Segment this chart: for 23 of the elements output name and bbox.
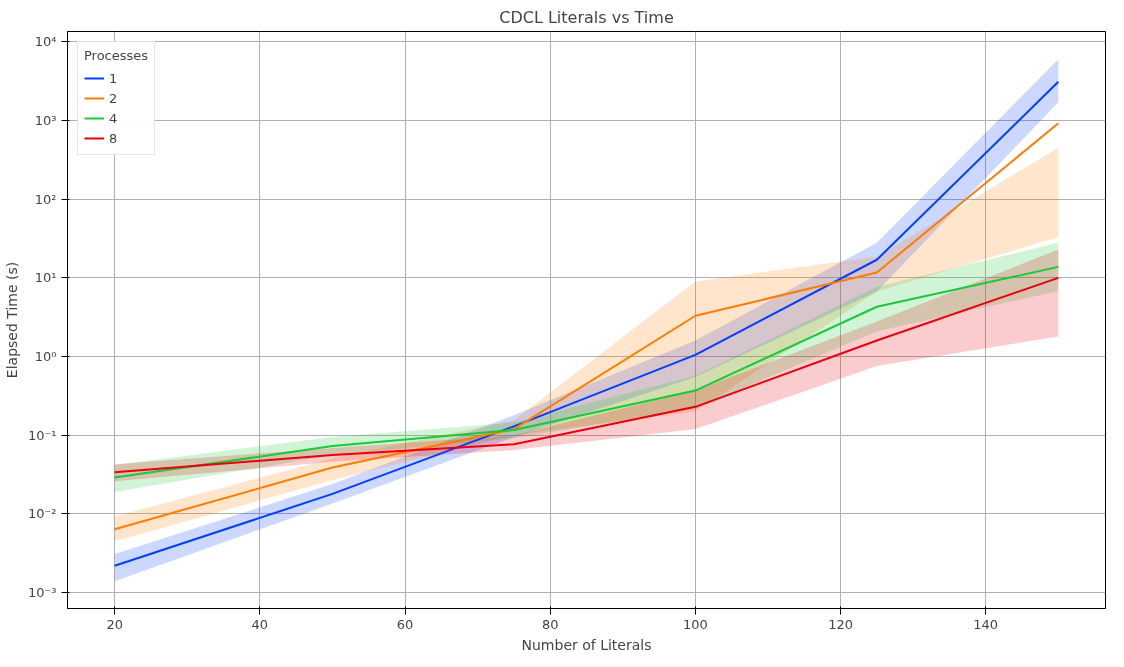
x-tick-label: 120	[828, 616, 853, 632]
x-tick-label: 40	[251, 616, 269, 632]
x-tick-label: 20	[106, 616, 123, 632]
y-tick-label: 10⁴	[34, 34, 57, 50]
y-tick-label: 10⁻²	[27, 506, 57, 522]
y-tick-label: 10⁻³	[27, 585, 57, 601]
y-tick-label: 10⁰	[34, 349, 57, 365]
y-tick-label: 10¹	[34, 270, 57, 286]
y-tick-label: 10²	[34, 191, 57, 207]
y-axis-title: Elapsed Time (s)	[3, 261, 20, 379]
x-tick-label: 60	[396, 616, 414, 632]
y-tick-label: 10³	[34, 112, 57, 128]
legend-label: 2	[109, 90, 119, 106]
x-axis-title: Number of Literals	[521, 636, 652, 653]
legend-title: Processes	[84, 48, 149, 63]
y-tick-label: 10⁻¹	[27, 427, 57, 443]
x-tick-label: 140	[973, 616, 999, 632]
legend-label: 8	[109, 130, 119, 146]
x-tick-label: 100	[682, 616, 708, 632]
chart-title: CDCL Literals vs Time	[499, 7, 674, 27]
legend-label: 1	[109, 70, 119, 86]
legend-label: 4	[109, 110, 119, 126]
x-tick-label: 80	[541, 616, 559, 632]
